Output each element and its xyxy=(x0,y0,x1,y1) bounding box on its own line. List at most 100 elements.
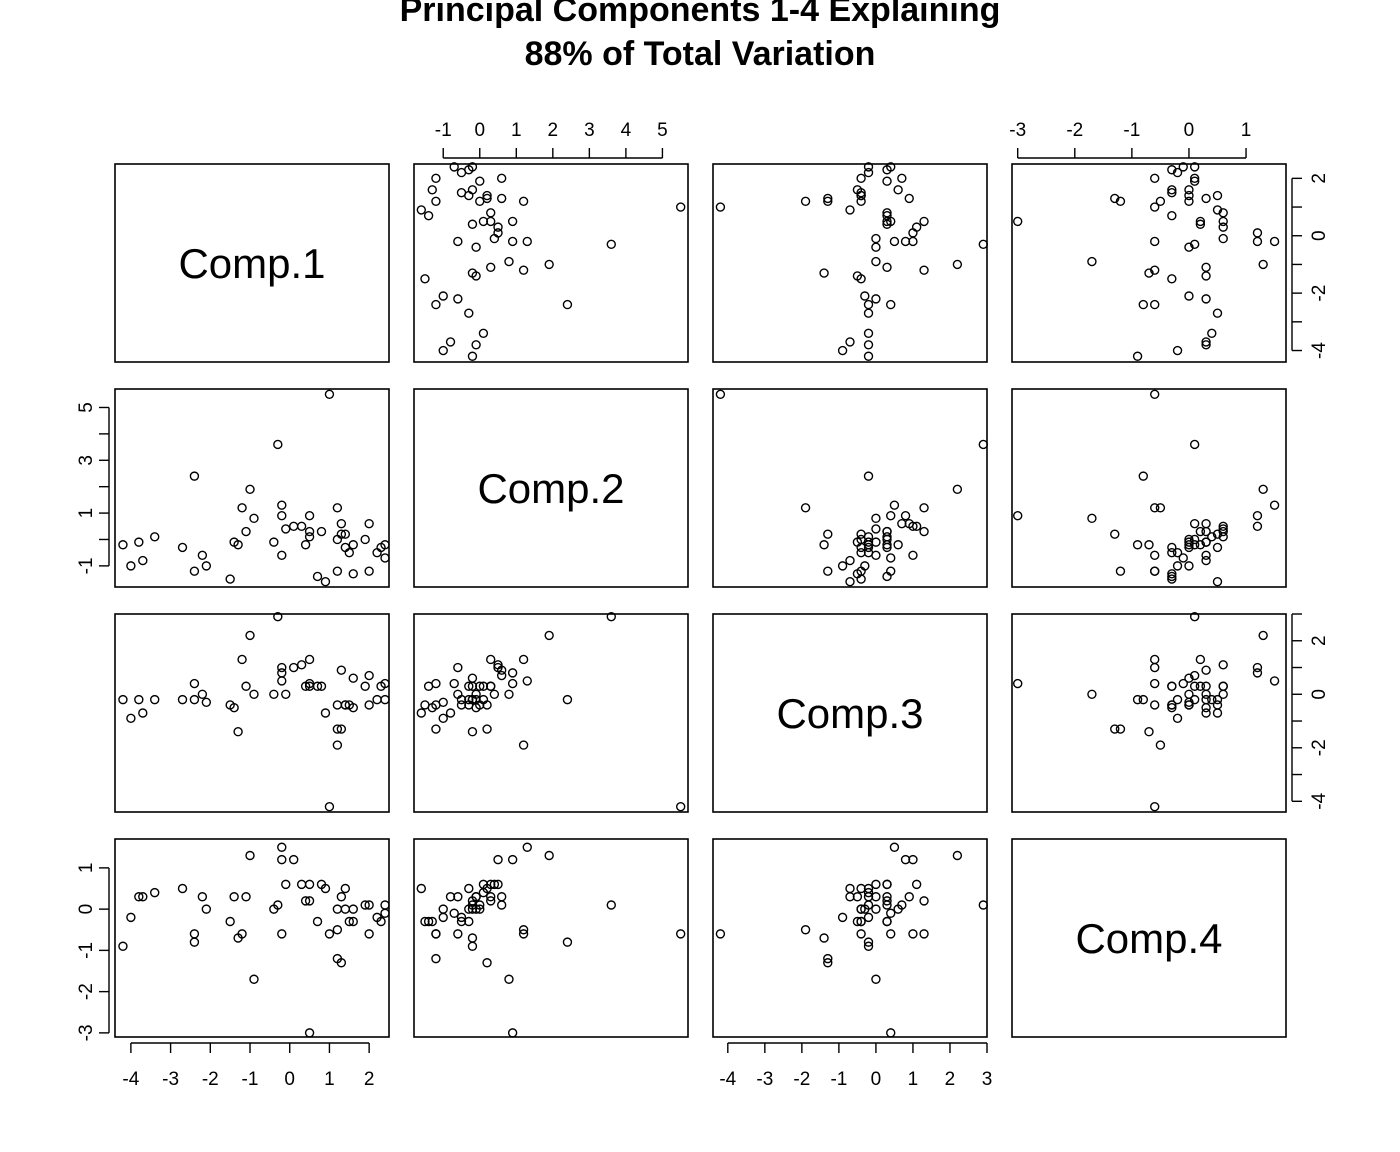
y-axis-comp1-tick-label: -4 xyxy=(1309,342,1330,359)
panel-4-3 xyxy=(712,838,988,1038)
point-r1c3-39 xyxy=(860,291,870,301)
point-r4c3-9 xyxy=(908,854,918,865)
point-r2c3-48 xyxy=(819,540,829,550)
y-axis-comp2-tick-label: 1 xyxy=(76,508,97,519)
point-r3c4-9 xyxy=(1252,662,1263,673)
y-axis-comp3-tick-label: 2 xyxy=(1309,635,1330,646)
point-r4c3-24 xyxy=(863,941,874,951)
point-r4c2-39 xyxy=(438,904,448,914)
point-r1c2-45 xyxy=(420,274,430,284)
point-r1c2-6 xyxy=(522,236,532,247)
point-r3c4-42 xyxy=(1150,700,1160,710)
y-axis-comp4-tick-label: -3 xyxy=(76,1024,97,1041)
point-r1c3-40 xyxy=(823,196,833,207)
point-r3c1-24 xyxy=(118,694,128,705)
point-r2c4-8 xyxy=(1087,513,1097,524)
point-r2c4-19 xyxy=(1218,532,1228,542)
point-r2c1-0 xyxy=(324,389,335,399)
point-r1c4-8 xyxy=(1087,256,1097,267)
y-axis-comp4-tick-label: 1 xyxy=(76,863,97,874)
point-r1c3-12 xyxy=(904,193,914,204)
point-r1c4-3 xyxy=(1258,259,1268,270)
point-r3c4-25 xyxy=(1201,694,1211,705)
point-r4c1-6 xyxy=(277,842,287,852)
point-r4c3-42 xyxy=(856,929,866,939)
point-r3c1-17 xyxy=(241,681,251,691)
point-r2c4-40 xyxy=(1115,566,1126,576)
chart-title-line-1: Principal Components 1-4 Explaining xyxy=(399,0,1001,29)
point-r3c2-11 xyxy=(486,654,496,665)
point-r4c2-27 xyxy=(467,904,478,914)
point-r1c4-29 xyxy=(1184,190,1194,201)
point-r3c4-12 xyxy=(1201,665,1211,675)
panel-4-1 xyxy=(114,838,390,1038)
point-r3c2-3 xyxy=(544,630,554,641)
point-r1c2-42 xyxy=(431,173,441,184)
point-r1c4-6 xyxy=(1269,236,1280,247)
point-r2c3-27 xyxy=(893,540,903,550)
x-axis-comp2-tick-label: 3 xyxy=(584,120,595,141)
point-r4c2-34 xyxy=(456,916,467,927)
point-r2c3-1 xyxy=(978,439,988,450)
x-axis-comp3-tick-label: 1 xyxy=(908,1069,919,1090)
panel-1-3 xyxy=(712,163,988,363)
point-r1c4-13 xyxy=(1189,173,1200,184)
point-r1c2-12 xyxy=(496,193,507,204)
point-r4c1-22 xyxy=(269,904,279,914)
point-r1c2-38 xyxy=(438,345,448,356)
point-r1c3-0 xyxy=(715,202,726,212)
point-r4c2-4 xyxy=(518,929,529,939)
point-r1c4-26 xyxy=(1195,219,1206,229)
point-r4c2-49 xyxy=(482,958,492,968)
point-r2c1-24 xyxy=(118,540,128,550)
point-r4c3-36 xyxy=(886,908,896,918)
x-axis-comp1-tick-label: -1 xyxy=(242,1069,259,1090)
point-r2c3-11 xyxy=(919,526,929,537)
point-r3c4-48 xyxy=(1144,727,1154,737)
point-r1c4-7 xyxy=(1252,236,1263,247)
point-r1c2-25 xyxy=(471,340,481,350)
point-r3c1-37 xyxy=(138,708,148,718)
x-axis-comp1-tick-label: 2 xyxy=(364,1069,375,1090)
x-axis-comp4-tick-label: -3 xyxy=(1009,120,1026,141)
point-r4c1-39 xyxy=(201,904,212,914)
point-r4c1-26 xyxy=(300,896,311,906)
point-r1c2-31 xyxy=(467,162,478,172)
point-r3c2-35 xyxy=(456,694,467,705)
point-r2c1-19 xyxy=(304,532,315,542)
point-r1c4-16 xyxy=(1212,190,1223,201)
point-r1c2-21 xyxy=(475,176,485,186)
panel-4-2 xyxy=(413,838,689,1038)
point-r2c4-28 xyxy=(1212,542,1223,553)
point-r3c1-1 xyxy=(273,611,283,622)
point-r2c4-37 xyxy=(1201,555,1211,566)
point-r2c3-8 xyxy=(871,513,881,524)
point-r3c2-30 xyxy=(464,681,474,691)
point-r4c3-10 xyxy=(911,879,922,890)
point-r2c4-7 xyxy=(1252,511,1263,521)
x-axis-comp2-tick-label: 5 xyxy=(657,120,668,141)
point-r3c2-4 xyxy=(518,654,529,665)
point-r4c1-28 xyxy=(177,883,188,894)
point-r2c4-0 xyxy=(1150,389,1160,399)
point-r4c2-36 xyxy=(449,908,459,918)
x-axis-comp4-tick-label: -1 xyxy=(1123,120,1140,141)
point-r1c3-10 xyxy=(911,222,922,232)
point-r3c1-18 xyxy=(150,694,160,705)
x-axis-comp1-tick-label: -2 xyxy=(202,1069,219,1090)
point-r1c3-19 xyxy=(882,216,892,227)
point-r1c4-34 xyxy=(1167,187,1177,198)
point-r3c1-43 xyxy=(348,702,358,713)
point-r4c1-2 xyxy=(189,937,200,947)
point-r3c4-6 xyxy=(1269,676,1280,686)
point-r2c1-38 xyxy=(126,561,136,571)
point-r2c1-21 xyxy=(360,534,370,545)
point-r1c2-37 xyxy=(445,337,456,347)
point-r4c2-13 xyxy=(496,900,507,910)
point-r3c4-19 xyxy=(1218,681,1228,691)
point-r1c4-10 xyxy=(1218,222,1228,232)
point-r1c4-30 xyxy=(1167,165,1177,175)
point-r1c2-49 xyxy=(482,193,492,204)
point-r3c2-45 xyxy=(420,700,430,710)
point-r4c1-48 xyxy=(233,933,243,943)
